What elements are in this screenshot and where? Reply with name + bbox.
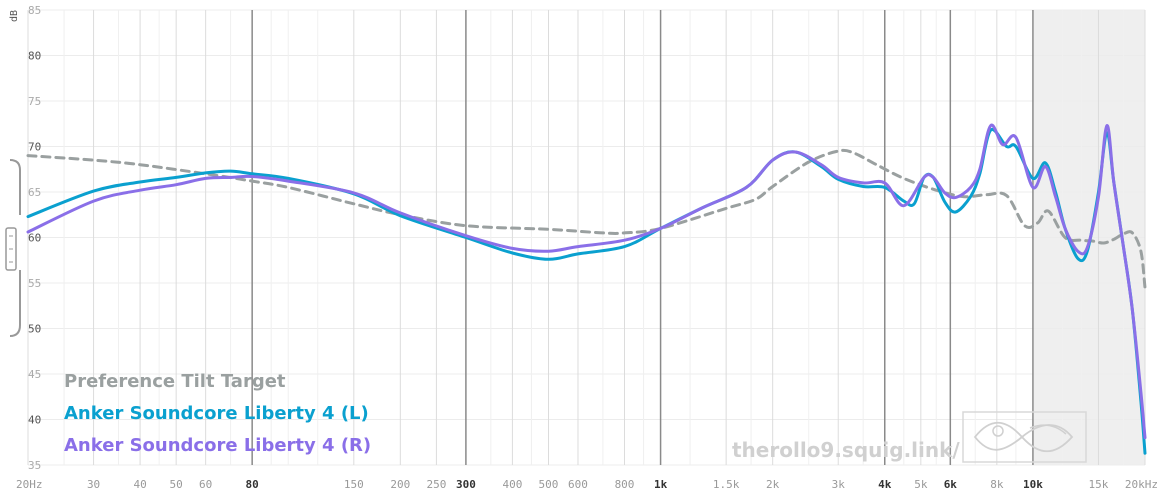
x-tick-label: 3k — [832, 478, 846, 491]
x-tick-label: 5k — [914, 478, 928, 491]
x-tick-label: 800 — [615, 478, 635, 491]
x-tick-label: 250 — [426, 478, 446, 491]
x-tick-label: 20kHz — [1125, 478, 1158, 491]
y-tick-label: 35 — [28, 459, 41, 472]
y-tick-label: 60 — [28, 232, 41, 245]
x-tick-label: 6k — [944, 478, 958, 491]
legend-entry-left[interactable]: Anker Soundcore Liberty 4 (L) — [64, 403, 369, 424]
x-tick-label: 200 — [390, 478, 410, 491]
x-tick-label: 150 — [344, 478, 364, 491]
x-tick-label: 40 — [133, 478, 146, 491]
x-tick-label: 4k — [878, 478, 892, 491]
x-tick-label: 80 — [246, 478, 259, 491]
y-tick-label: 65 — [28, 186, 41, 199]
series-line-right[interactable] — [26, 123, 1147, 440]
y-axis-unit-label: dB — [9, 10, 20, 22]
legend-entry-target[interactable]: Preference Tilt Target — [64, 371, 286, 392]
x-tick-label: 60 — [199, 478, 212, 491]
x-tick-label: 1k — [654, 478, 668, 491]
y-tick-label: 40 — [28, 414, 41, 427]
x-tick-label: 30 — [87, 478, 100, 491]
x-tick-label: 300 — [456, 478, 476, 491]
x-tick-label: 2k — [766, 478, 780, 491]
x-tick-label: 10k — [1023, 478, 1043, 491]
x-tick-label: 15k — [1089, 478, 1109, 491]
y-tick-label: 45 — [28, 368, 41, 381]
x-tick-label: 8k — [990, 478, 1004, 491]
y-tick-label: 85 — [28, 4, 41, 17]
y-axis: 85 80 75 70 65 60 55 50 45 40 35 — [28, 4, 41, 472]
watermark-text: therollo9.squig.link/ — [732, 438, 960, 462]
x-tick-label: 50 — [170, 478, 183, 491]
x-axis: 20Hz 30 40 50 60 80 150 200 250 300 400 500 600 800 1k… — [16, 478, 1158, 491]
x-tick-label: 1.5k — [713, 478, 740, 491]
x-tick-label: 500 — [539, 478, 559, 491]
watermark-logo — [962, 411, 1087, 463]
grid-layer — [27, 9, 1146, 466]
y-tick-label: 55 — [28, 277, 41, 290]
x-tick-label: 400 — [502, 478, 522, 491]
series-layer — [26, 123, 1147, 455]
y-tick-label: 50 — [28, 323, 41, 336]
legend: Preference Tilt Target Anker Soundcore L… — [64, 371, 371, 456]
y-tick-label: 70 — [28, 141, 41, 154]
x-tick-label: 600 — [568, 478, 588, 491]
y-tick-label: 80 — [28, 50, 41, 63]
series-line-target[interactable] — [26, 148, 1147, 289]
x-tick-label: 20Hz — [16, 478, 43, 491]
y-scale-drag-handle[interactable] — [5, 159, 21, 337]
y-tick-label: 75 — [28, 95, 41, 108]
legend-entry-right[interactable]: Anker Soundcore Liberty 4 (R) — [64, 435, 371, 456]
